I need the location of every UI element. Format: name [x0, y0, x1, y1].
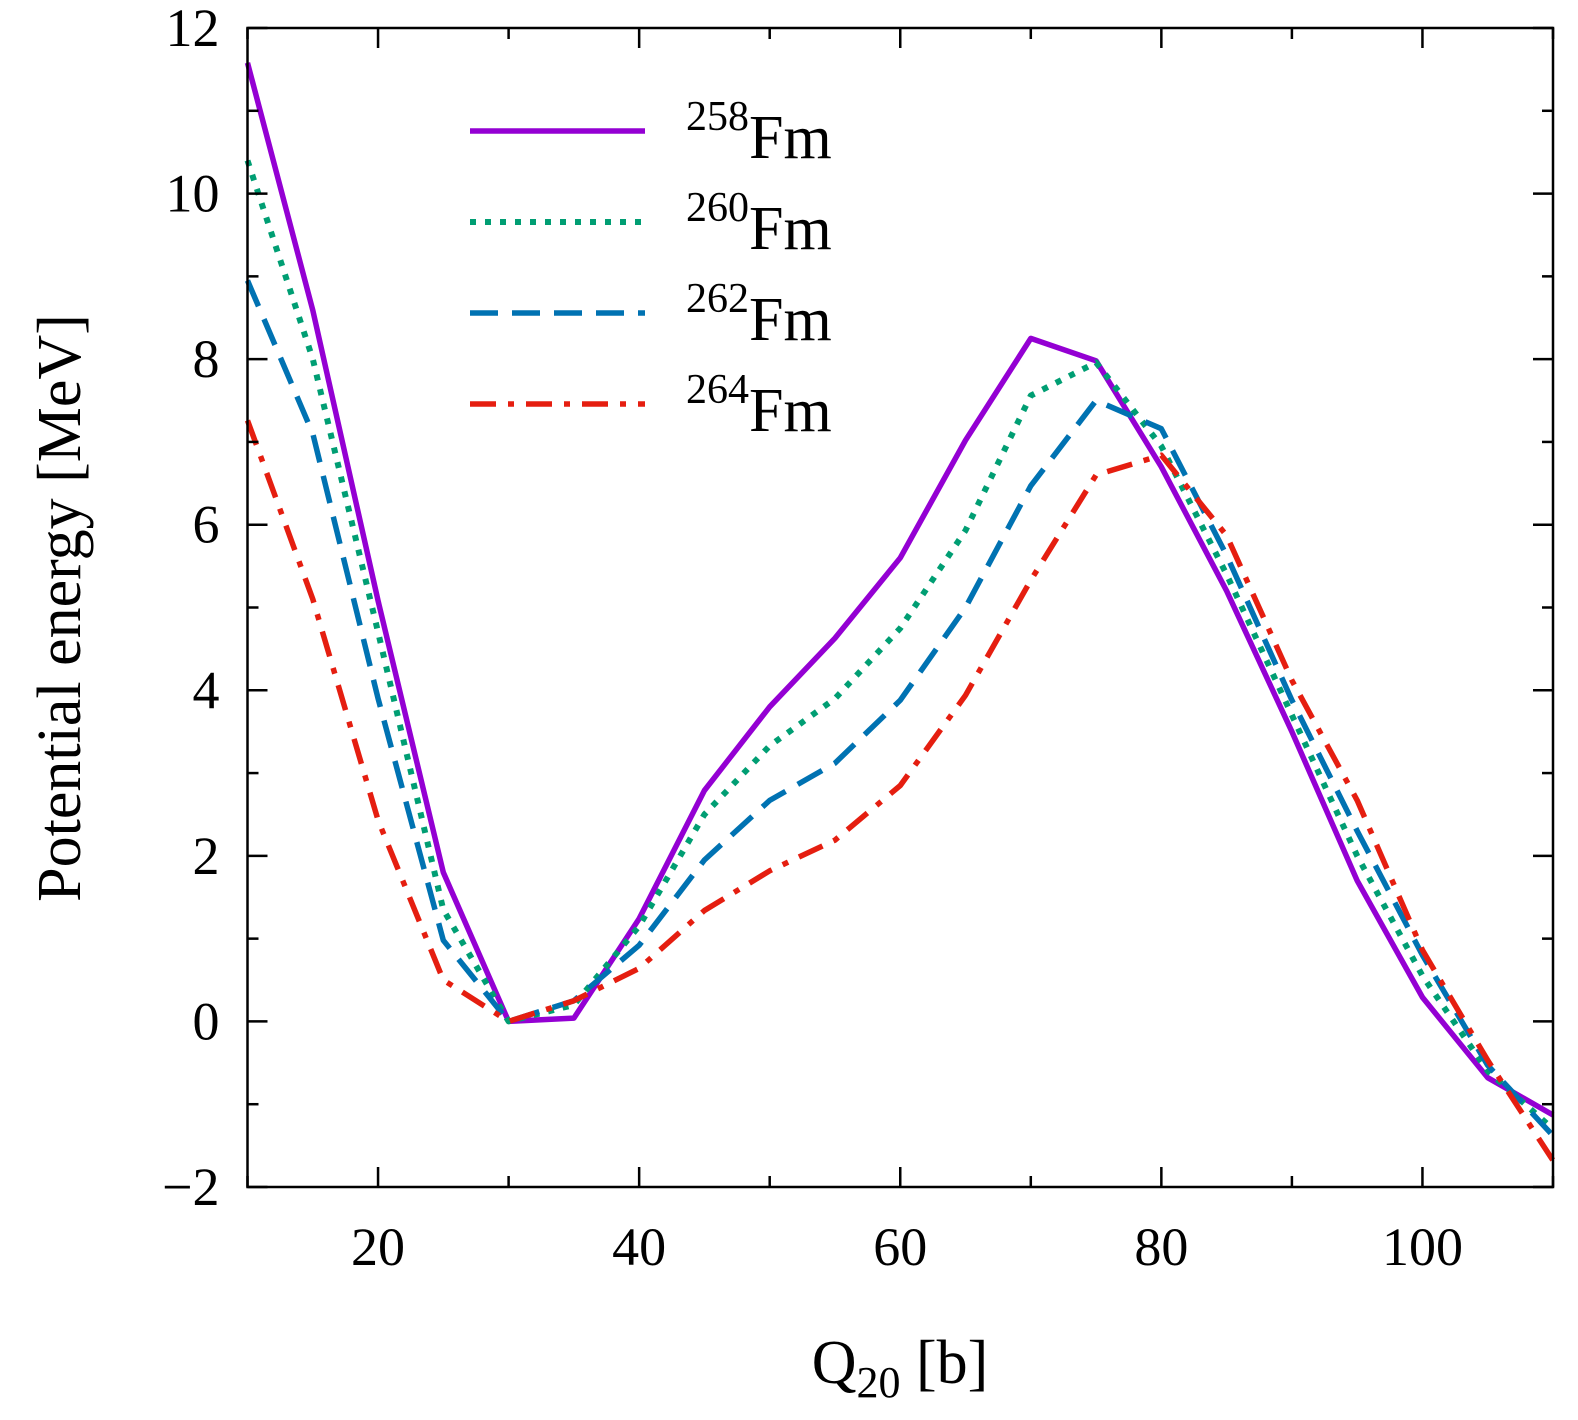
y-tick-label: −2	[162, 1157, 219, 1217]
tick-layer: −2 0 2 4 6 8 10 12 20 40 60 80 100	[162, 0, 1555, 1277]
y-tick-label: 6	[193, 495, 220, 555]
series-line-258	[244, 62, 1555, 1118]
series-layer	[244, 62, 1556, 1163]
y-tick-label: 2	[193, 826, 220, 886]
plot-frame	[246, 26, 1555, 1189]
x-tick-label: 80	[1134, 1217, 1188, 1277]
legend-mass: 264	[686, 367, 749, 413]
y-axis-label: Potential energy [MeV]	[26, 314, 94, 902]
series-line-262	[244, 279, 1556, 1138]
x-tick-label: 60	[873, 1217, 927, 1277]
legend-element: Fm	[749, 377, 832, 445]
legend-mass: 260	[686, 185, 749, 231]
legend-element: Fm	[749, 195, 832, 263]
legend-mass: 262	[686, 276, 749, 322]
legend-label-258: 258Fm	[686, 94, 832, 172]
legend-label-262: 262Fm	[686, 276, 832, 354]
y-tick-label: 12	[166, 0, 220, 58]
y-tick-label: 8	[193, 329, 220, 389]
x-tick-label: 40	[612, 1217, 666, 1277]
x-tick-label: 20	[351, 1217, 405, 1277]
x-axis-label: Q20 [b]	[812, 1329, 989, 1407]
y-tick-label: 10	[166, 164, 220, 224]
y-tick-label: 4	[193, 660, 220, 720]
legend-label-260: 260Fm	[686, 185, 832, 263]
legend-element: Fm	[749, 104, 832, 172]
x-tick-label: 100	[1382, 1217, 1463, 1277]
legend-mass: 258	[686, 94, 749, 140]
series-line-260	[244, 159, 1555, 1132]
y-tick-label: 0	[193, 991, 220, 1051]
legend-element: Fm	[749, 286, 832, 354]
legend-label-264: 264Fm	[686, 367, 832, 445]
series-line-264	[244, 419, 1556, 1163]
